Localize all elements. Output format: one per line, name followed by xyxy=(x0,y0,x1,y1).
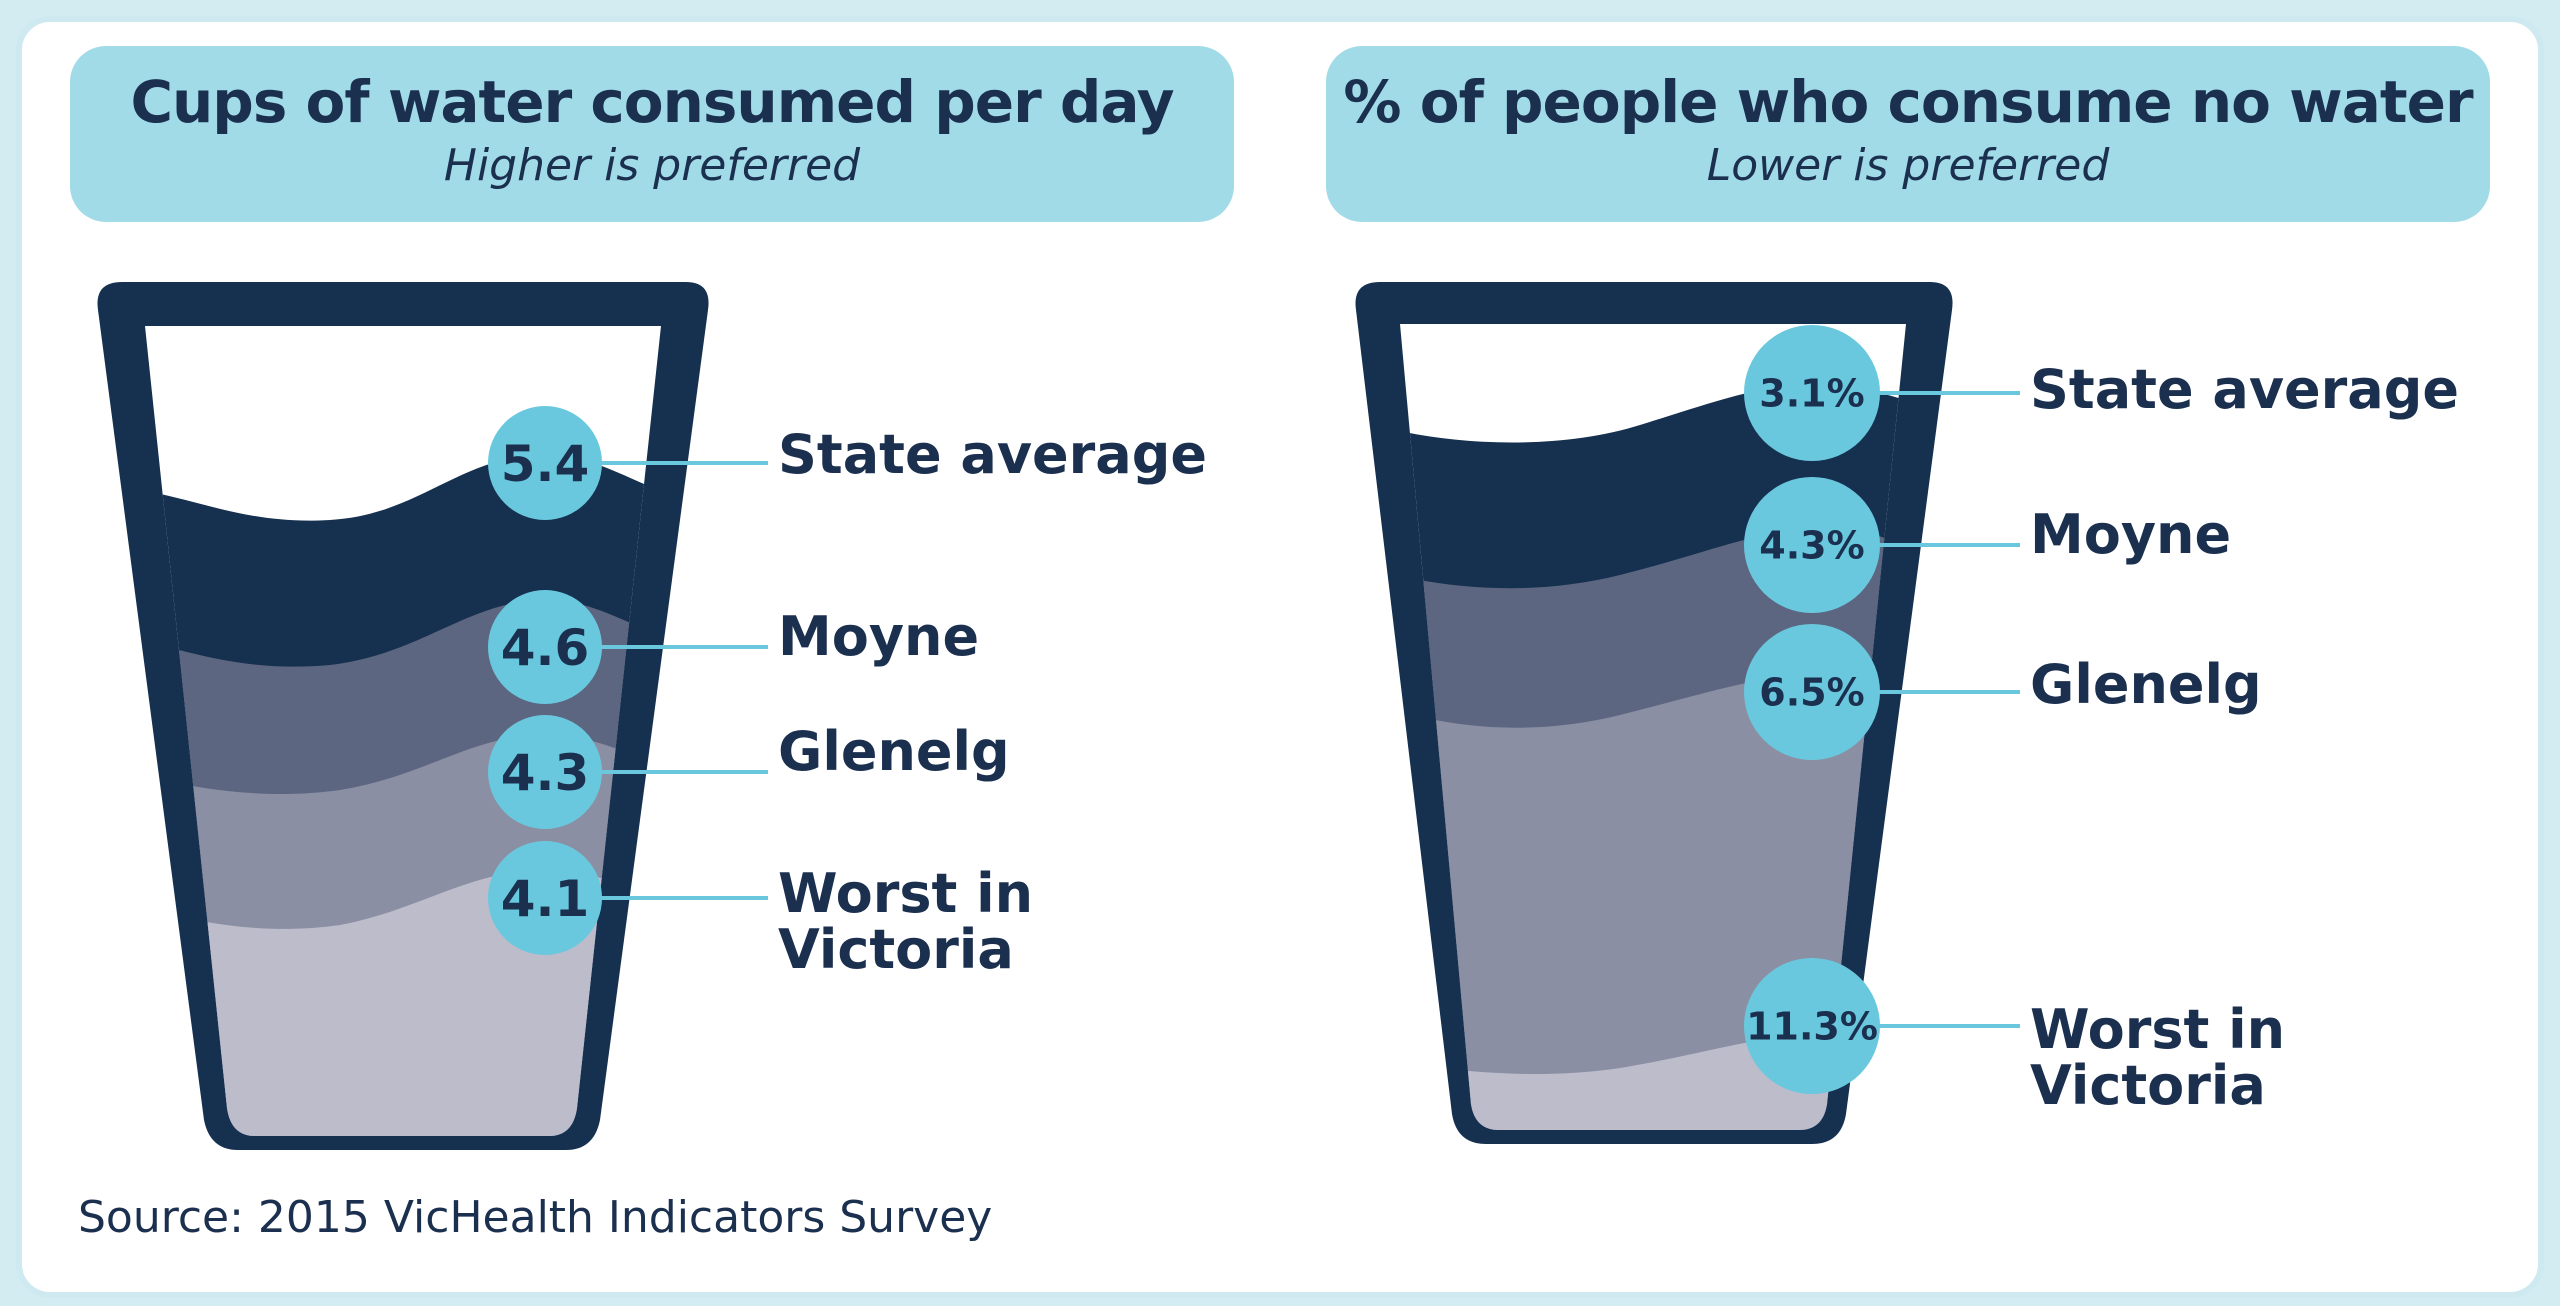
no-water-liquid xyxy=(1400,385,1906,1130)
no-water-value-bubble-3 xyxy=(1744,624,1880,760)
no-water-liquid-layer-4 xyxy=(1400,1035,1906,1130)
no-water-value-label-3: 6.5% xyxy=(1759,671,1864,715)
no-water-chart-subtitle: Lower is preferred xyxy=(1706,140,2110,191)
no-water-category-label-3: Glenelg xyxy=(2030,653,2262,716)
no-water-liquid-layer-3 xyxy=(1400,675,1906,1130)
no-water-panel-header: % of people who consume no water Lower i… xyxy=(1326,46,2490,222)
cups-category-label-4-line-1: Worst in xyxy=(778,862,1033,925)
no-water-category-label-4-line-2: Victoria xyxy=(2030,1054,2266,1117)
cups-value-label-4: 4.1 xyxy=(501,870,590,928)
no-water-value-bubble-2 xyxy=(1744,477,1880,613)
no-water-value-bubble-4 xyxy=(1744,958,1880,1094)
no-water-category-label-1: State average xyxy=(2030,358,2459,421)
cups-category-label-3: Glenelg xyxy=(778,720,1010,783)
cups-panel-header: Cups of water consumed per day Higher is… xyxy=(70,46,1234,222)
cups-value-bubble-1 xyxy=(488,406,602,520)
cups-value-bubble-4 xyxy=(488,841,602,955)
cups-value-label-3: 4.3 xyxy=(501,744,590,802)
cups-chart-subtitle: Higher is preferred xyxy=(443,140,861,191)
no-water-value-label-2: 4.3% xyxy=(1759,524,1864,568)
no-water-category-label-4-line-1: Worst in xyxy=(2030,998,2285,1061)
cups-category-label-4-line-2: Victoria xyxy=(778,918,1014,981)
no-water-value-label-4: 11.3% xyxy=(1746,1005,1878,1049)
cups-value-label-1: 5.4 xyxy=(501,435,590,493)
cups-value-bubble-2 xyxy=(488,590,602,704)
cups-category-label-1: State average xyxy=(778,423,1207,486)
no-water-value-bubble-1 xyxy=(1744,325,1880,461)
cups-liquid-layer-4 xyxy=(145,870,661,1136)
cups-value-label-2: 4.6 xyxy=(501,619,590,677)
cups-chart-title: Cups of water consumed per day xyxy=(130,68,1174,136)
no-water-value-label-1: 3.1% xyxy=(1759,372,1864,416)
cups-category-label-2: Moyne xyxy=(778,605,979,668)
no-water-category-label-2: Moyne xyxy=(2030,503,2231,566)
cups-value-bubble-3 xyxy=(488,715,602,829)
source-note: Source: 2015 VicHealth Indicators Survey xyxy=(78,1192,993,1243)
no-water-chart-title: % of people who consume no water xyxy=(1343,68,2473,136)
